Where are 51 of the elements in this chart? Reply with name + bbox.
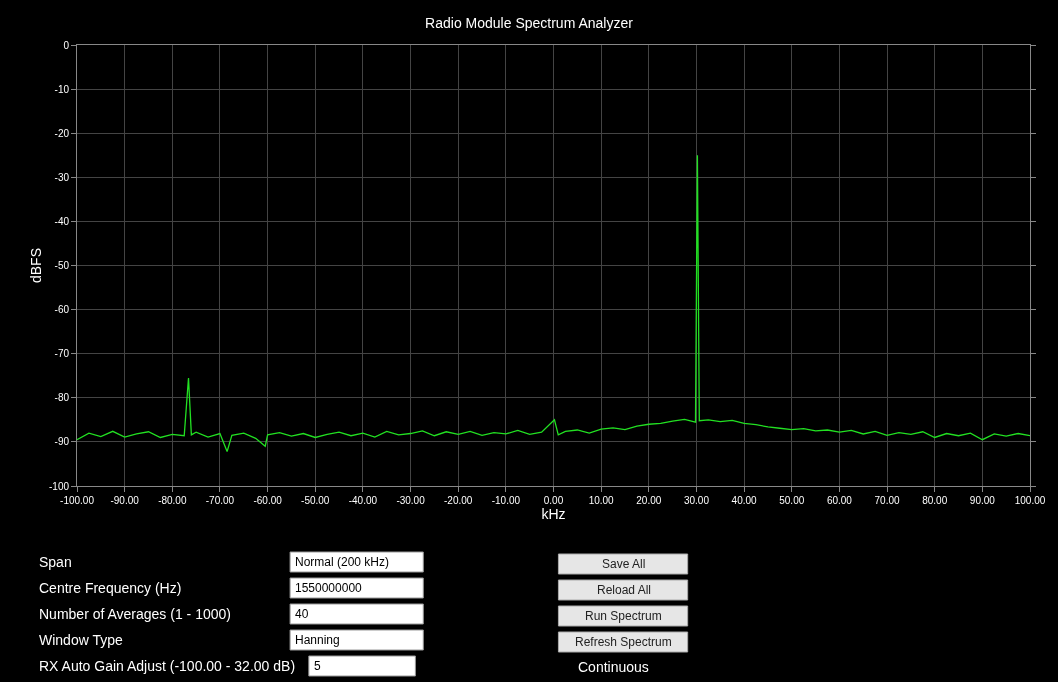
x-tick-label: -50.00 [301,495,330,506]
chart-title: Radio Module Spectrum Analyzer [425,14,634,31]
y-tick-label: -10 [54,83,70,95]
text: 1550000000 [295,581,363,595]
y-tick-label: -40 [54,215,70,227]
y-tick-label: -100 [48,480,70,492]
x-tick-label: 50.00 [779,495,805,506]
text: 40 [295,607,309,621]
y-axis-title: dBFS [27,247,44,284]
x-tick-label: 20.00 [636,495,662,506]
text: Run Spectrum [585,609,662,623]
x-tick-label: 80.00 [922,495,948,506]
text: RX Auto Gain Adjust (-100.00 - 32.00 dB) [39,658,296,674]
line-series [77,154,1030,453]
x-tick-label: 0.00 [543,495,564,506]
x-tick-label: 90.00 [969,495,996,506]
text: Centre Frequency (Hz) [39,580,182,596]
x-axis-title: kHz [541,506,566,522]
text: Save All [602,557,646,571]
y-tick-label: 0 [63,39,70,51]
x-tick-label: -80.00 [158,495,187,506]
x-tick-label: 60.00 [826,495,853,506]
x-tick-label: 30.00 [683,495,710,506]
text: Hanning [295,633,340,647]
y-tick-label: -80 [54,392,70,404]
y-tick-label: -20 [54,127,70,139]
text: Reload All [597,583,652,597]
y-tick-label: -90 [54,436,70,448]
x-tick-label: -90.00 [110,495,140,506]
x-tick-label: -10.00 [491,495,521,506]
y-tick-label: -60 [54,304,70,316]
x-tick-label: -100.00 [60,495,95,506]
x-tick-label: -40.00 [348,495,378,506]
x-tick-label: -30.00 [396,495,426,506]
text: Number of Averages (1 - 1000) [39,606,231,622]
x-tick-label: 10.00 [588,495,615,506]
text: Refresh Spectrum [575,635,672,649]
x-tick-label: 40.00 [731,495,758,506]
x-tick-label: -60.00 [253,495,283,506]
text: Continuous [578,659,649,675]
x-tick-label: 70.00 [874,495,900,506]
y-tick-label: -50 [54,260,70,271]
x-tick-label: -20.00 [444,495,473,506]
x-tick-label: -70.00 [205,495,235,506]
y-tick-label: -30 [54,171,70,183]
text: Window Type [39,632,123,648]
text: Span [39,554,72,570]
x-tick-label: 100.00 [1014,495,1046,506]
text: 5 [314,659,321,673]
text: Normal (200 kHz) [295,555,390,569]
y-tick-label: -70 [54,348,70,360]
